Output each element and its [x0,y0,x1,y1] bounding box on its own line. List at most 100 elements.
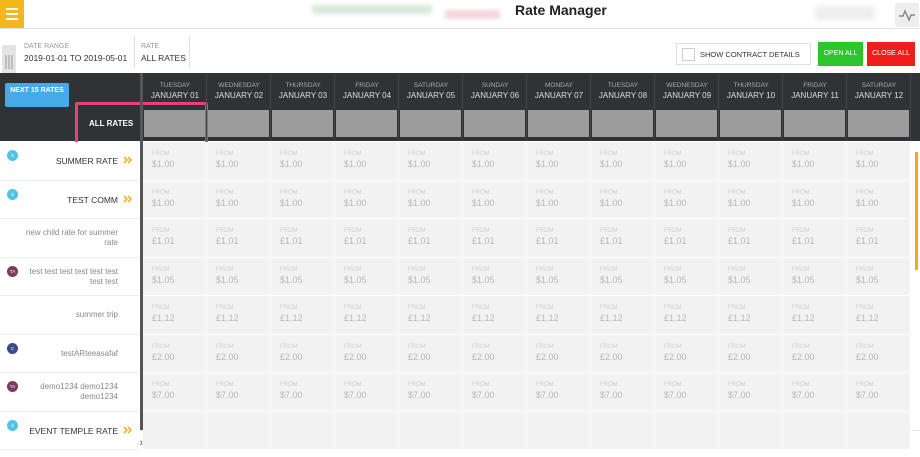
rate-cell[interactable] [847,411,911,450]
rate-cell[interactable]: FROM £1.12 [463,296,527,335]
rate-cell[interactable]: FROM £1.01 [399,219,463,258]
rate-cell[interactable]: FROM £1.01 [335,219,399,258]
rate-cell[interactable]: FROM $1.05 [527,257,591,296]
rate-cell[interactable]: FROM $7.00 [591,373,655,412]
all-rates-cell[interactable] [336,110,397,137]
date-range[interactable]: 2019-01-01 TO 2019-05-01 [24,53,128,63]
rate-cell[interactable]: FROM $1.00 [463,180,527,219]
rate-cell[interactable]: FROM $1.00 [143,142,207,181]
rate-cell[interactable]: FROM $1.00 [655,142,719,181]
rate-name[interactable]: demo1234 demo1234 demo1234 [40,382,118,402]
rate-cell[interactable]: FROM $1.00 [271,142,335,181]
rate-cell[interactable] [207,411,271,450]
rate-cell[interactable]: FROM £1.01 [271,219,335,258]
rate-cell[interactable]: FROM £1.12 [591,296,655,335]
rate-cell[interactable]: FROM $1.00 [591,180,655,219]
rate-cell[interactable] [655,411,719,450]
next-rates-button[interactable]: NEXT 15 RATES [5,83,69,107]
close-all-button[interactable]: CLOSE ALL [867,42,915,66]
all-rates-cell[interactable] [144,110,205,137]
rate-cell[interactable] [527,411,591,450]
contract-toggle[interactable]: SHOW CONTRACT DETAILS [676,43,811,65]
rate-cell[interactable]: FROM $1.05 [271,257,335,296]
rate-cell[interactable]: FROM £1.01 [719,219,783,258]
rate-cell[interactable]: FROM $7.00 [527,373,591,412]
menu-button[interactable] [0,0,24,28]
rate-cell[interactable]: FROM $7.00 [719,373,783,412]
rate-cell[interactable]: FROM £1.01 [655,219,719,258]
rate-cell[interactable]: FROM $1.00 [783,142,847,181]
rate-cell[interactable]: FROM £1.12 [143,296,207,335]
rate-cell[interactable]: FROM $1.00 [527,142,591,181]
checkbox[interactable] [682,48,695,61]
rate-cell[interactable]: FROM $1.00 [207,142,271,181]
rate-name[interactable]: new child rate for summer rate [25,228,118,248]
rate-cell[interactable]: FROM $7.00 [655,373,719,412]
rate-cell[interactable]: FROM $1.05 [591,257,655,296]
rate-cell[interactable] [335,411,399,450]
rate-cell[interactable]: FROM $1.05 [847,257,911,296]
rate-name[interactable]: SUMMER RATE [55,156,118,167]
rate-cell[interactable] [463,411,527,450]
rate-cell[interactable]: FROM $1.00 [271,180,335,219]
rate-cell[interactable]: FROM £1.12 [847,296,911,335]
rate-cell[interactable]: FROM £2.00 [783,334,847,373]
rate-cell[interactable]: FROM $1.00 [527,180,591,219]
rate-cell[interactable]: FROM $1.00 [783,180,847,219]
rate-cell[interactable]: FROM £2.00 [399,334,463,373]
rate-name[interactable]: test test test test test test test test [29,266,118,286]
all-rates-cell[interactable] [272,110,333,137]
rate-cell[interactable]: FROM $1.05 [399,257,463,296]
rate-cell[interactable]: FROM $1.00 [719,142,783,181]
rate-cell[interactable]: FROM £2.00 [143,334,207,373]
rate-cell[interactable]: FROM $1.05 [335,257,399,296]
rate-cell[interactable]: FROM £2.00 [335,334,399,373]
rate-cell[interactable]: FROM £1.12 [527,296,591,335]
rate-cell[interactable] [399,411,463,450]
expand-chevron[interactable] [123,194,133,204]
rate-cell[interactable]: FROM £1.01 [143,219,207,258]
all-rates-cell[interactable] [592,110,653,137]
rate-cell[interactable]: FROM £1.12 [399,296,463,335]
rate-name[interactable]: testARteeasafaf [61,348,118,358]
rate-cell[interactable]: FROM $7.00 [783,373,847,412]
rate-cell[interactable]: FROM $1.05 [463,257,527,296]
rate-cell[interactable]: FROM $1.00 [847,142,911,181]
rate-cell[interactable]: FROM £1.12 [271,296,335,335]
side-handle[interactable] [2,45,16,75]
activity-button[interactable] [895,3,919,27]
rate-cell[interactable]: FROM $7.00 [463,373,527,412]
rate-cell[interactable]: FROM $7.00 [847,373,911,412]
rate-cell[interactable]: FROM $1.05 [655,257,719,296]
rate-cell[interactable]: FROM £2.00 [207,334,271,373]
open-all-button[interactable]: OPEN ALL [818,42,863,66]
rate-cell[interactable]: FROM $7.00 [271,373,335,412]
rate-cell[interactable] [719,411,783,450]
rate-cell[interactable]: FROM $1.05 [719,257,783,296]
rate-cell[interactable]: FROM $1.00 [207,180,271,219]
rate-cell[interactable]: FROM £2.00 [655,334,719,373]
rate-cell[interactable] [591,411,655,450]
rate-cell[interactable]: FROM £1.12 [655,296,719,335]
rate-cell[interactable]: FROM $7.00 [143,373,207,412]
rate-cell[interactable]: FROM £1.12 [335,296,399,335]
all-rates-cell[interactable] [464,110,525,137]
rate-cell[interactable]: FROM £2.00 [591,334,655,373]
rate-cell[interactable]: FROM £2.00 [719,334,783,373]
rate-cell[interactable]: FROM £1.01 [847,219,911,258]
rate-cell[interactable] [271,411,335,450]
rate-cell[interactable] [783,411,847,450]
rate-cell[interactable]: FROM $1.00 [335,180,399,219]
rate-cell[interactable]: FROM £2.00 [271,334,335,373]
rate-cell[interactable]: FROM £1.12 [783,296,847,335]
rate-cell[interactable]: FROM £1.01 [783,219,847,258]
all-rates-cell[interactable] [528,110,589,137]
rate-cell[interactable]: FROM $7.00 [399,373,463,412]
rate-cell[interactable]: FROM £1.01 [527,219,591,258]
rate-cell[interactable]: FROM £1.12 [207,296,271,335]
rate-name[interactable]: TEST COMM [67,194,118,205]
rate-cell[interactable]: FROM $1.00 [847,180,911,219]
rate-cell[interactable]: FROM £1.01 [591,219,655,258]
rate-cell[interactable]: FROM $1.00 [655,180,719,219]
rate-cell[interactable]: FROM $7.00 [335,373,399,412]
